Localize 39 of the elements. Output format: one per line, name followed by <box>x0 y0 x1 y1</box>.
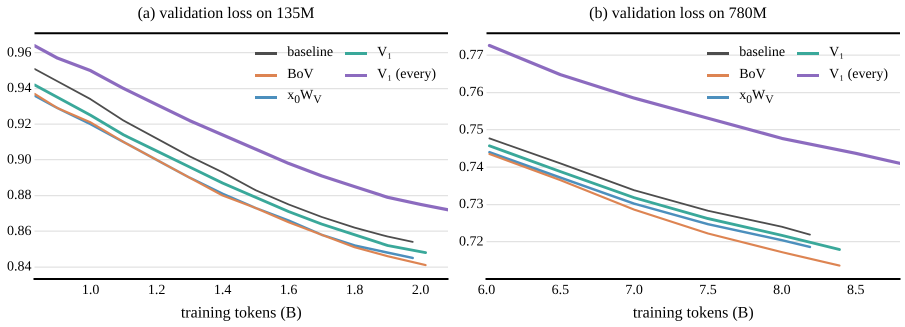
y-tick-label: 0.86 <box>7 224 32 239</box>
y-tick-label: 0.73 <box>459 197 484 212</box>
y-tick-label: 0.90 <box>7 152 32 168</box>
legend-label: BoV <box>739 67 766 83</box>
legend-label: x$_{0}$W$_{V}$ <box>287 88 322 106</box>
y-tick-label: 0.74 <box>459 160 484 175</box>
y-tick-label: 0.94 <box>7 81 32 96</box>
y-tick-label: 0.72 <box>459 234 484 250</box>
x-tick-label: 2.0 <box>412 283 430 298</box>
x-tick-label: 1.0 <box>82 283 100 298</box>
x-tick-label: 8.0 <box>773 283 791 298</box>
y-tick-label: 0.76 <box>459 85 484 100</box>
x-tick-label: 1.4 <box>214 283 232 298</box>
x-tick-label: 1.8 <box>346 283 364 298</box>
y-tick-label: 0.84 <box>7 260 32 275</box>
legend-label: V₁ <box>377 45 392 61</box>
x-axis-title: training tokens (B) <box>632 304 754 322</box>
x-tick-label: 6.5 <box>552 283 570 298</box>
x-tick-label: 6.0 <box>478 283 496 298</box>
x-tick-label: 7.5 <box>699 283 717 298</box>
y-tick-label: 0.92 <box>7 116 32 132</box>
x-tick-label: 1.2 <box>148 283 166 298</box>
y-tick-label: 0.96 <box>7 45 32 60</box>
chart-title: (a) validation loss on 135M <box>138 4 314 22</box>
x-tick-label: 8.5 <box>846 283 864 298</box>
x-tick-label: 1.6 <box>280 283 298 298</box>
x-axis-title: training tokens (B) <box>180 304 302 322</box>
legend-label: x$_{0}$W$_{V}$ <box>739 88 774 106</box>
legend-label: V₁ (every) <box>829 67 888 83</box>
y-tick-label: 0.88 <box>7 188 32 204</box>
legend-label: BoV <box>287 67 314 83</box>
legend-label: baseline <box>287 45 334 61</box>
y-tick-label: 0.75 <box>459 122 484 138</box>
legend-label: baseline <box>739 45 786 61</box>
legend-label: V₁ <box>829 45 844 61</box>
chart-title: (b) validation loss on 780M <box>589 4 767 22</box>
y-tick-label: 0.77 <box>459 48 484 63</box>
legend-label: V₁ (every) <box>377 67 436 83</box>
x-tick-label: 7.0 <box>625 283 643 298</box>
